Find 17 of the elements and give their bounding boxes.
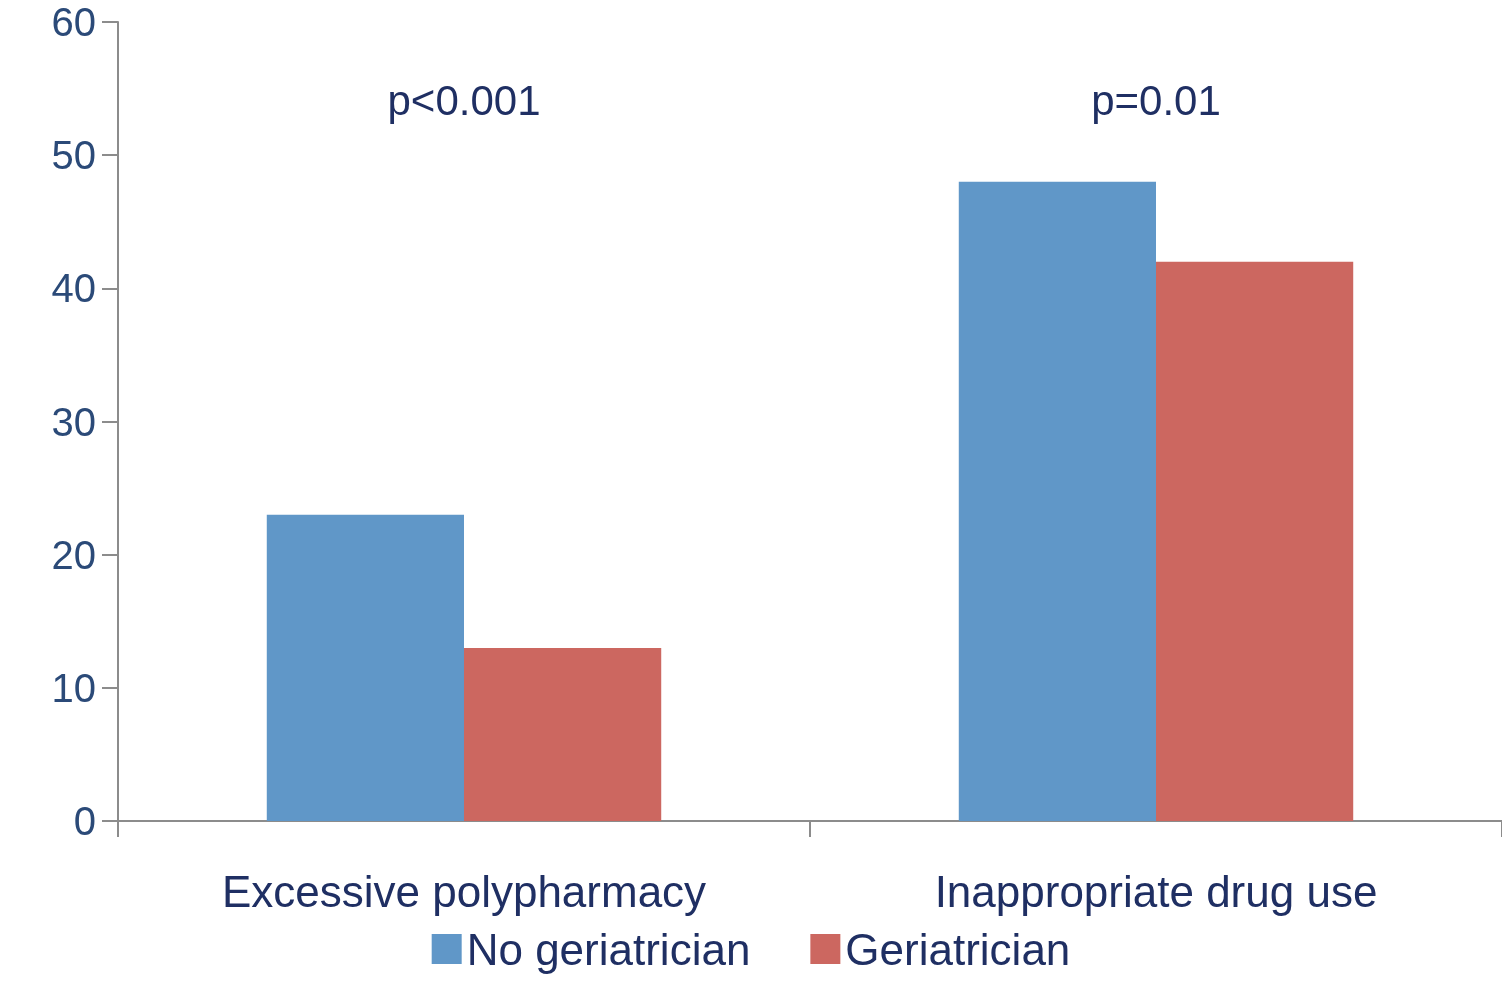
y-tick-label: 10: [51, 665, 96, 710]
bar: [266, 514, 464, 821]
y-tick-label: 0: [73, 799, 96, 843]
y-tick-label: 50: [51, 133, 96, 178]
y-tick-label: 20: [51, 532, 96, 577]
y-tick-label: 30: [51, 399, 96, 444]
y-tick-label: 40: [51, 266, 96, 311]
bar: [464, 647, 662, 821]
annotation: p<0.001: [387, 76, 541, 124]
x-tick-label: Excessive polypharmacy: [221, 866, 707, 916]
y-tick-label: 60: [51, 0, 96, 44]
bar: [958, 181, 1156, 821]
legend-label: No geriatrician: [466, 924, 751, 974]
legend-label: Geriatrician: [845, 924, 1071, 974]
bar: [1156, 261, 1354, 821]
x-tick-label: Inappropriate drug use: [934, 866, 1378, 916]
annotation: p=0.01: [1091, 76, 1221, 124]
